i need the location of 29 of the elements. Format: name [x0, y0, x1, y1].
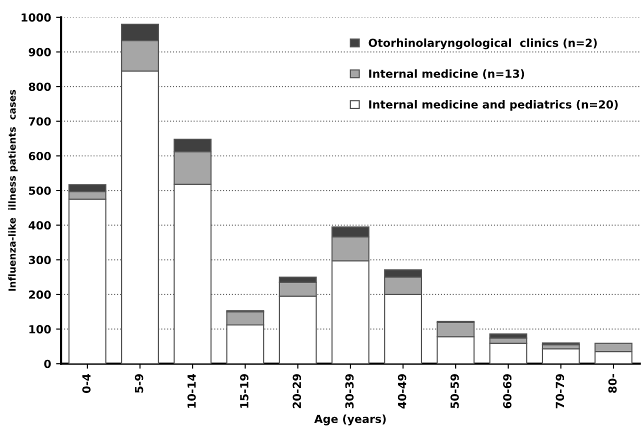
y-tick-label: 600	[28, 152, 51, 160]
y-axis-title: Influenza-like illness patients cases	[8, 90, 18, 291]
legend-label: Internal medicine (n=13)	[369, 69, 524, 80]
x-tick-label: 30-39	[345, 374, 354, 408]
x-tick-label: 60-69	[503, 374, 512, 408]
x-tick-label: 0-4	[82, 374, 91, 393]
bar	[542, 348, 580, 364]
y-tick-label: 700	[28, 117, 51, 126]
y-tick-label: 300	[28, 256, 51, 264]
y-tick-label: 500	[29, 186, 51, 195]
x-tick-label: 70-79	[556, 374, 564, 408]
x-tick-label: 15-19	[240, 374, 248, 408]
x-axis-title: Age (years)	[314, 414, 386, 426]
bar	[489, 342, 528, 364]
x-tick-label: 5-9	[134, 374, 144, 393]
x-tick-label: 80-	[608, 374, 617, 393]
y-tick-label: 200	[29, 290, 51, 299]
y-tick-label: 1000	[22, 13, 51, 22]
x-tick-label: 50-59	[450, 374, 459, 408]
y-tick-label: 0	[44, 360, 51, 368]
x-tick-label: 10-14	[187, 374, 196, 408]
legend-label: Internal medicine and pediatrics (n=20)	[369, 100, 618, 111]
x-tick-label: 40-49	[398, 374, 406, 408]
y-tick-label: 900	[28, 48, 51, 56]
y-tick-label: 100	[29, 325, 51, 334]
y-tick-label: 400	[28, 221, 51, 230]
x-tick-label: 20-29	[292, 374, 302, 408]
legend-label: Otorhinolaryngological clinics (n=2)	[368, 38, 597, 50]
y-tick-label: 800	[28, 82, 51, 91]
